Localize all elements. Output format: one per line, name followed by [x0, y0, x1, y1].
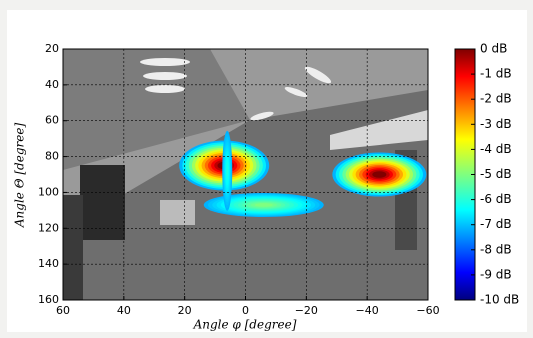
- x-tick-label: 20: [178, 304, 192, 317]
- colorbar-tick-label: 0 dB: [480, 42, 507, 56]
- colorbar-tick-label: -9 dB: [480, 267, 512, 281]
- colorbar-tick-label: -8 dB: [480, 242, 512, 256]
- colorbar-tick-label: -4 dB: [480, 142, 512, 156]
- colorbar-tick-label: -1 dB: [480, 67, 512, 81]
- y-axis-label: Angle Θ [degree]: [13, 123, 27, 229]
- y-tick-label: 80: [45, 150, 59, 163]
- hotspot: [204, 193, 324, 217]
- y-tick-label: 120: [38, 221, 59, 234]
- colorbar-tick-label: -3 dB: [480, 117, 512, 131]
- y-tick-label: 60: [45, 114, 59, 127]
- colorbar-tick-label: -6 dB: [480, 192, 512, 206]
- contour: [227, 165, 229, 177]
- hotspot: [222, 131, 232, 211]
- colorbar-tick-label: -5 dB: [480, 167, 512, 181]
- hotspot: [332, 153, 426, 197]
- colorbar-tick-label: -2 dB: [480, 92, 512, 106]
- x-tick-label: 40: [117, 304, 131, 317]
- contour: [255, 203, 273, 207]
- x-axis-label: Angle φ [degree]: [193, 318, 297, 332]
- x-tick-label: −40: [356, 304, 379, 317]
- contour: [372, 171, 386, 178]
- chart: Angle φ [degree] Angle Θ [degree] 60 40 20…: [0, 0, 533, 338]
- x-tick-label: 0: [242, 304, 249, 317]
- x-tick-label: −60: [416, 304, 439, 317]
- y-tick-label: 140: [38, 257, 59, 270]
- colorbar-tick-label: -10 dB: [480, 293, 519, 307]
- y-tick-label: 100: [38, 185, 59, 198]
- y-tick-label: 40: [45, 78, 59, 91]
- x-tick-label: −20: [295, 304, 318, 317]
- colorbar-tick-label: -7 dB: [480, 217, 512, 231]
- y-tick-label: 160: [38, 293, 59, 306]
- y-tick-label: 20: [45, 42, 59, 55]
